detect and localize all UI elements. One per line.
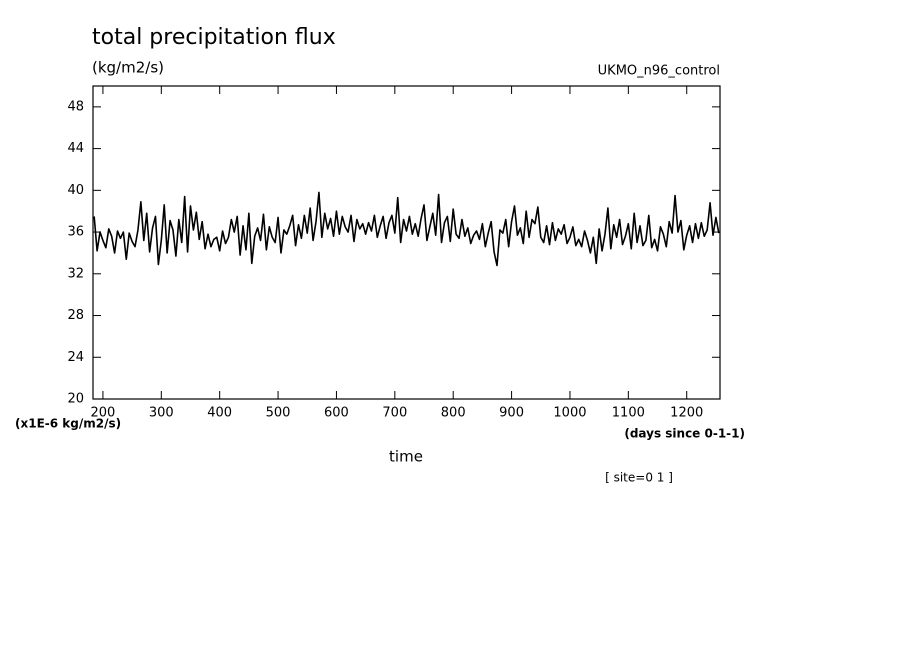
y-tick-label: 24 [67,350,84,365]
dataset-label: UKMO_n96_control [598,64,720,79]
y-tick-label: 32 [67,266,84,281]
chart-subtitle: (kg/m2/s) [92,59,164,77]
y-tick-label: 44 [67,141,84,156]
y-units-label: (x1E-6 kg/m2/s) [15,417,121,431]
x-tick-label: 500 [266,406,291,421]
x-tick-label: 1100 [612,406,645,421]
x-tick-label: 700 [382,406,407,421]
x-tick-label: 400 [207,406,232,421]
chart-title: total precipitation flux [92,25,336,50]
data-line [93,191,720,267]
y-tick-label: 40 [67,183,84,198]
plot-frame [92,85,721,400]
x-axis-label: time [389,448,423,466]
annotation: [ site=0 1 ] [605,471,673,485]
x-tick-label: 300 [149,406,174,421]
y-tick-label: 36 [67,225,84,240]
y-tick-label: 20 [67,392,84,407]
y-tick-label: 48 [67,99,84,114]
x-tick-label: 200 [91,406,116,421]
x-tick-label: 900 [499,406,524,421]
x-tick-label: 600 [324,406,349,421]
x-tick-label: 1000 [553,406,586,421]
x-tick-label: 1200 [670,406,703,421]
x-tick-label: 800 [441,406,466,421]
x-units-label: (days since 0-1-1) [624,427,745,441]
y-tick-label: 28 [67,308,84,323]
